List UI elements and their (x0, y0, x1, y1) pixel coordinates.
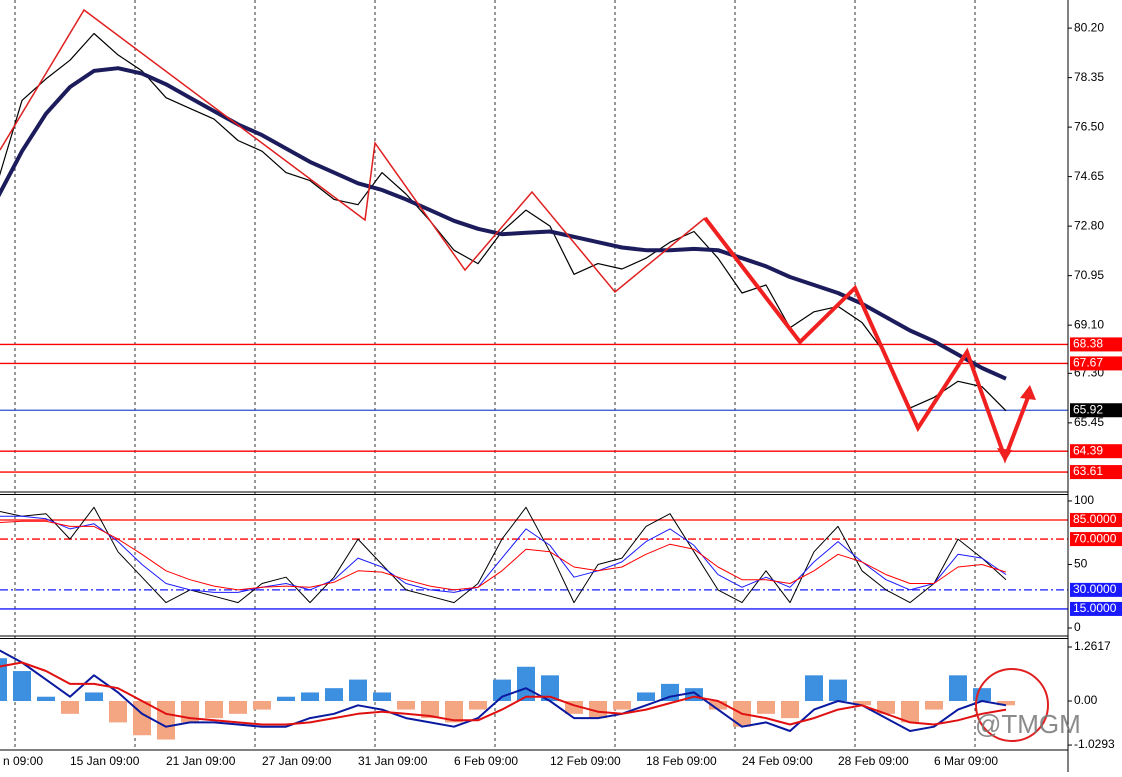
y-tick-label: 65.45 (1074, 415, 1104, 429)
histogram-bar (781, 701, 799, 719)
y-tick-label: 78.35 (1074, 70, 1104, 84)
y-tick-label: 69.10 (1074, 317, 1104, 331)
x-tick-label: 27 Jan 09:00 (262, 754, 332, 768)
x-tick-label: 31 Jan 09:00 (358, 754, 428, 768)
y-tick-label: 72.80 (1074, 218, 1104, 232)
histogram-bar (829, 679, 847, 702)
level-label-box (1070, 444, 1122, 459)
histogram-bar (709, 701, 727, 710)
histogram-bar (901, 701, 919, 723)
histogram-bar (253, 701, 271, 710)
histogram-bar (37, 696, 55, 702)
histogram-bar (397, 701, 415, 710)
series-line (0, 520, 1007, 591)
histogram-bar (997, 701, 1015, 706)
y-tick-label: 50 (1074, 557, 1088, 571)
histogram-bar (229, 701, 247, 714)
histogram-bar (85, 692, 103, 702)
series-line (0, 515, 1007, 593)
level-label-box (1070, 465, 1122, 480)
level-label-box (1070, 601, 1122, 616)
level-label: 68.38 (1073, 337, 1103, 351)
histogram-bar (877, 701, 895, 714)
histogram-bar (205, 701, 223, 719)
histogram-bar (61, 701, 79, 714)
y-tick-label: 0 (1074, 620, 1081, 634)
histogram-bar (325, 688, 343, 702)
histogram-bar (157, 701, 175, 740)
level-label: 64.39 (1073, 443, 1103, 457)
x-tick-label: 24 Feb 09:00 (742, 754, 813, 768)
y-tick-label: 0.00 (1074, 693, 1098, 707)
series-line (0, 649, 1007, 732)
histogram-bar (925, 701, 943, 710)
frame (0, 0, 1069, 772)
arrow-heads (997, 385, 1036, 462)
level-label: 70.0000 (1073, 531, 1117, 545)
zigzag (0, 8, 706, 294)
plot (0, 32, 1068, 740)
histogram-bar (277, 696, 295, 702)
level-label: 85.0000 (1073, 512, 1117, 526)
histogram-bar (637, 692, 655, 702)
histogram-bar (517, 666, 535, 702)
histogram-bar (469, 701, 487, 710)
level-label: 67.67 (1073, 356, 1103, 370)
histogram-bar (541, 675, 559, 702)
level-label: 15.0000 (1073, 601, 1117, 615)
histogram-bar (349, 679, 367, 702)
histogram-bar (0, 658, 7, 702)
histogram-bar (949, 675, 967, 702)
series-line (0, 66, 1007, 381)
series-line (0, 661, 1007, 726)
x-tick-label: 28 Feb 09:00 (838, 754, 909, 768)
level-label: 65.92 (1073, 402, 1103, 416)
y-tick-label: 1.2617 (1074, 639, 1111, 653)
histogram-bar (109, 701, 127, 723)
x-tick-label: 21 Jan 09:00 (166, 754, 236, 768)
x-tick-label: 6 Feb 09:00 (454, 754, 518, 768)
histogram-bar (853, 701, 871, 706)
histogram-bar (805, 675, 823, 702)
level-label: 63.61 (1073, 464, 1103, 478)
histogram-bar (589, 701, 607, 719)
level-label-box (1070, 532, 1122, 547)
histogram-bar (613, 701, 631, 710)
level-label-box (1070, 403, 1122, 418)
y-tick-label: 76.50 (1074, 119, 1104, 133)
y-tick-label: 74.65 (1074, 169, 1104, 183)
level-label-box (1070, 356, 1122, 371)
level-label-box (1070, 337, 1122, 352)
x-tick-label: n 09:00 (3, 754, 43, 768)
y-tick-label: 80.20 (1074, 20, 1104, 34)
level-label-box (1070, 513, 1122, 528)
y-tick-label: -1.0293 (1074, 737, 1115, 751)
x-tick-label: 6 Mar 09:00 (934, 754, 998, 768)
x-tick-label: 18 Feb 09:00 (646, 754, 717, 768)
x-tick-label: 12 Feb 09:00 (550, 754, 621, 768)
watermark: @TMGM (975, 709, 1081, 739)
histogram-bar (445, 701, 463, 723)
highlight-circle (975, 668, 1049, 742)
histogram-bar (421, 701, 439, 719)
histogram-bar (373, 692, 391, 702)
histogram-bar (301, 692, 319, 702)
series-line (0, 506, 1007, 604)
y-tick-label: 70.95 (1074, 268, 1104, 282)
level-label: 30.0000 (1073, 582, 1117, 596)
level-label-box (1070, 582, 1122, 597)
histogram-bar (757, 701, 775, 714)
x-tick-label: 15 Jan 09:00 (70, 754, 140, 768)
y-tick-label: 100 (1074, 493, 1094, 507)
histogram-bar (13, 671, 31, 702)
